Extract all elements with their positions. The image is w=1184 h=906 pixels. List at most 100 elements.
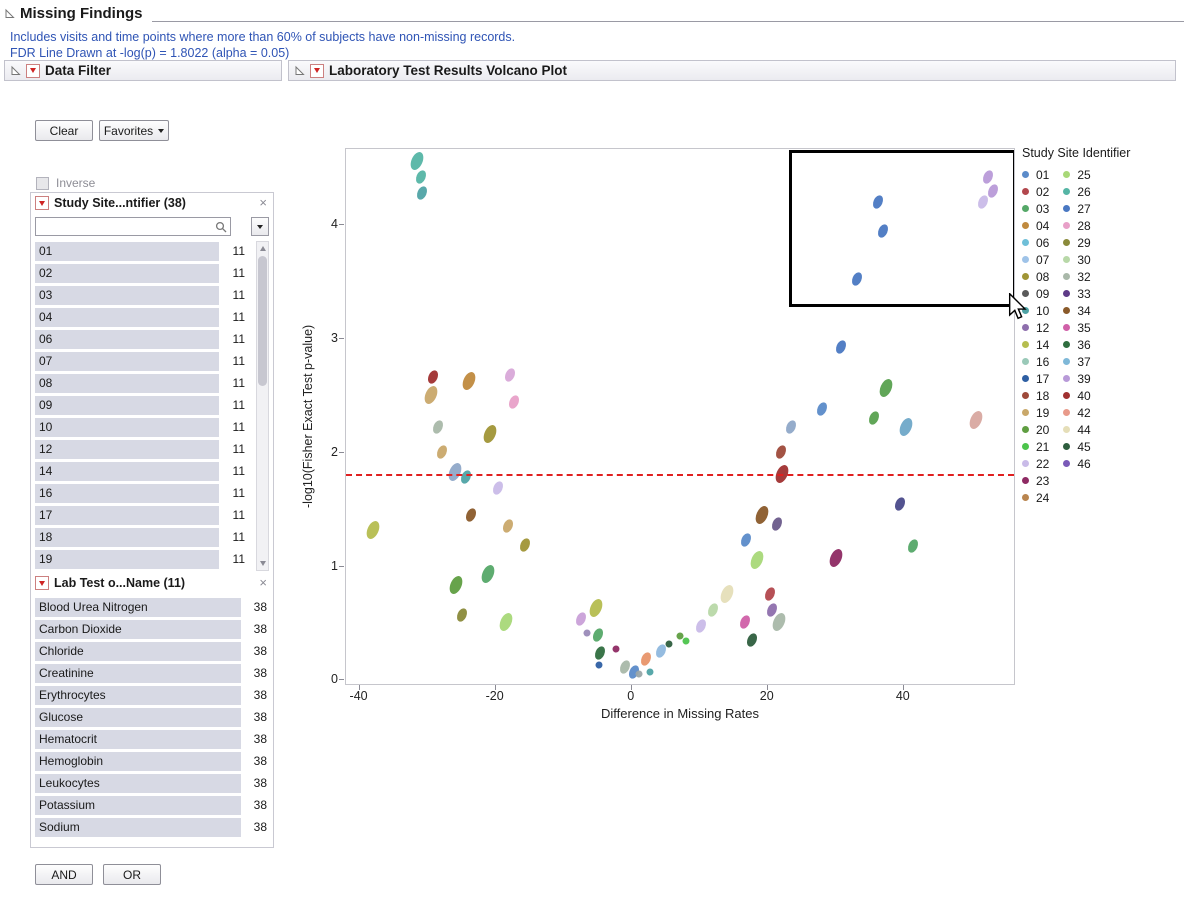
legend-item[interactable]: 08 [1022, 268, 1049, 285]
scatter-point[interactable] [876, 377, 895, 400]
legend-item[interactable]: 46 [1063, 455, 1091, 472]
filter-row[interactable]: 07 11 [35, 351, 247, 372]
filter-row[interactable]: Glucose 38 [35, 707, 269, 728]
scatter-point[interactable] [446, 574, 465, 597]
legend-item[interactable]: 09 [1022, 285, 1049, 302]
scrollbar-thumb[interactable] [258, 256, 267, 386]
legend-item[interactable]: 42 [1063, 404, 1091, 421]
legend-item[interactable]: 07 [1022, 251, 1049, 268]
inverse-checkbox[interactable] [36, 176, 49, 190]
scatter-point[interactable] [573, 611, 588, 628]
filter-row[interactable]: 16 11 [35, 483, 247, 504]
scatter-point[interactable] [490, 479, 505, 497]
scatter-point[interactable] [480, 422, 499, 445]
scroll-up-icon[interactable] [260, 246, 266, 251]
legend-item[interactable]: 12 [1022, 319, 1049, 336]
scatter-point[interactable] [460, 370, 479, 393]
scatter-point[interactable] [705, 602, 720, 619]
filter-row[interactable]: 18 11 [35, 527, 247, 548]
scatter-point[interactable] [693, 617, 708, 635]
scatter-point[interactable] [611, 644, 621, 654]
legend-item[interactable]: 01 [1022, 166, 1049, 183]
red-triangle-menu-icon[interactable] [310, 63, 324, 78]
legend-item[interactable]: 35 [1063, 319, 1091, 336]
legend-item[interactable]: 25 [1063, 166, 1091, 183]
legend-item[interactable]: 18 [1022, 387, 1049, 404]
filter-row[interactable]: 02 11 [35, 263, 247, 284]
filter-row[interactable]: Carbon Dioxide 38 [35, 619, 269, 640]
scatter-point[interactable] [645, 666, 655, 677]
scatter-point[interactable] [594, 660, 604, 670]
scatter-point[interactable] [463, 506, 478, 524]
filter-row[interactable]: 06 11 [35, 329, 247, 350]
legend-item[interactable]: 17 [1022, 370, 1049, 387]
favorites-button[interactable]: Favorites [99, 120, 169, 141]
filter-row[interactable]: 19 11 [35, 549, 247, 570]
scatter-point[interactable] [718, 583, 737, 606]
filter-row[interactable]: 12 11 [35, 439, 247, 460]
disclosure-triangle-icon[interactable] [4, 8, 15, 19]
and-button[interactable]: AND [35, 864, 93, 885]
red-triangle-menu-icon[interactable] [35, 196, 49, 210]
scatter-point[interactable] [897, 415, 916, 438]
scatter-point[interactable] [425, 368, 440, 386]
filter-row[interactable]: 03 11 [35, 285, 247, 306]
data-filter-header[interactable]: Data Filter [4, 60, 282, 81]
scatter-point[interactable] [762, 586, 777, 603]
scatter-point[interactable] [591, 627, 606, 644]
filter-row[interactable]: Potassium 38 [35, 795, 269, 816]
scatter-point[interactable] [739, 531, 754, 549]
legend-item[interactable]: 32 [1063, 268, 1091, 285]
legend-item[interactable]: 36 [1063, 336, 1091, 353]
legend-item[interactable]: 10 [1022, 302, 1049, 319]
legend-item[interactable]: 21 [1022, 438, 1049, 455]
scatter-point[interactable] [681, 636, 692, 646]
scatter-point[interactable] [421, 384, 440, 406]
legend-item[interactable]: 02 [1022, 183, 1049, 200]
legend-item[interactable]: 40 [1063, 387, 1091, 404]
scatter-point[interactable] [738, 613, 753, 630]
close-icon[interactable]: × [259, 575, 267, 590]
scatter-point[interactable] [501, 518, 516, 535]
scatter-point[interactable] [905, 537, 920, 554]
legend-item[interactable]: 34 [1063, 302, 1091, 319]
scatter-point[interactable] [748, 549, 766, 572]
scatter-point[interactable] [407, 150, 426, 173]
search-options-dropdown[interactable] [251, 217, 269, 236]
scatter-point[interactable] [414, 184, 429, 202]
filter-row[interactable]: Hematocrit 38 [35, 729, 269, 750]
scroll-down-icon[interactable] [260, 561, 266, 566]
legend-item[interactable]: 45 [1063, 438, 1091, 455]
disclosure-triangle-icon[interactable] [294, 65, 305, 76]
scatter-point[interactable] [815, 400, 830, 417]
legend-item[interactable]: 27 [1063, 200, 1091, 217]
legend-item[interactable]: 29 [1063, 234, 1091, 251]
filter-row[interactable]: 17 11 [35, 505, 247, 526]
legend-item[interactable]: 14 [1022, 336, 1049, 353]
close-icon[interactable]: × [259, 195, 267, 210]
filter-row[interactable]: Leukocytes 38 [35, 773, 269, 794]
volcano-plot-area[interactable] [345, 148, 1015, 685]
legend-item[interactable]: 19 [1022, 404, 1049, 421]
selection-rectangle[interactable] [788, 150, 1014, 307]
legend-item[interactable]: 26 [1063, 183, 1091, 200]
legend-item[interactable]: 06 [1022, 234, 1049, 251]
scatter-point[interactable] [834, 339, 849, 356]
legend-item[interactable]: 16 [1022, 353, 1049, 370]
legend-item[interactable]: 22 [1022, 455, 1049, 472]
or-button[interactable]: OR [103, 864, 161, 885]
site-list-scrollbar[interactable] [256, 241, 269, 571]
scatter-point[interactable] [773, 443, 788, 460]
legend-item[interactable]: 44 [1063, 421, 1091, 438]
red-triangle-menu-icon[interactable] [35, 576, 49, 590]
volcano-plot-header[interactable]: Laboratory Test Results Volcano Plot [288, 60, 1176, 81]
scatter-point[interactable] [518, 536, 532, 553]
scatter-point[interactable] [413, 169, 428, 186]
scatter-point[interactable] [967, 408, 985, 431]
scatter-point[interactable] [497, 610, 515, 633]
filter-row[interactable]: Chloride 38 [35, 641, 269, 662]
scatter-point[interactable] [745, 631, 760, 649]
legend-item[interactable]: 33 [1063, 285, 1091, 302]
scatter-point[interactable] [364, 518, 383, 541]
legend-item[interactable]: 37 [1063, 353, 1091, 370]
